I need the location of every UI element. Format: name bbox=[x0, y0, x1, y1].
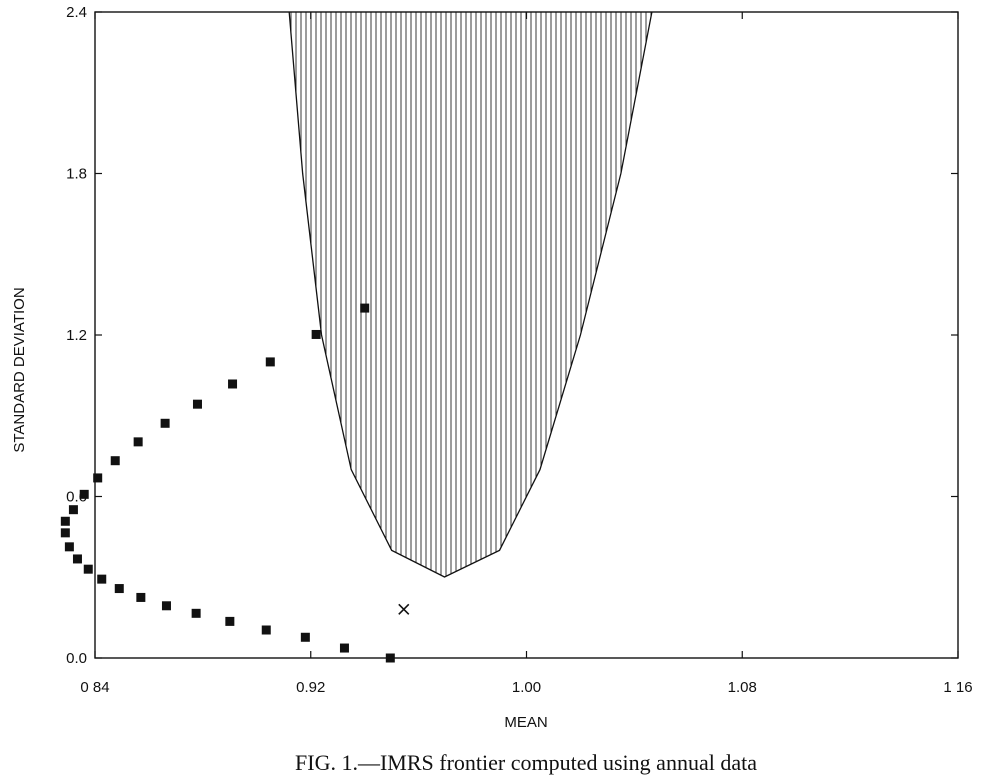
data-point-square bbox=[228, 379, 238, 389]
frontier-shaded-region bbox=[289, 12, 652, 577]
data-point-square bbox=[360, 303, 370, 313]
data-point-square bbox=[161, 601, 171, 611]
data-point-square bbox=[136, 592, 146, 602]
data-point-square bbox=[385, 653, 395, 663]
frontier-curve bbox=[288, 12, 653, 578]
data-point-square bbox=[97, 574, 107, 584]
data-point-square bbox=[225, 616, 235, 626]
x-tick-label: 1.00 bbox=[512, 679, 541, 696]
data-point-square bbox=[72, 554, 82, 564]
y-tick-label: 2.4 bbox=[66, 4, 87, 21]
data-point-square bbox=[60, 528, 70, 538]
y-tick-label: 0.0 bbox=[66, 650, 87, 667]
data-point-square bbox=[110, 456, 120, 466]
data-point-square bbox=[83, 564, 93, 574]
data-point-square bbox=[64, 542, 74, 552]
data-points bbox=[60, 303, 410, 663]
data-point-square bbox=[133, 437, 143, 447]
data-point-x bbox=[398, 603, 410, 615]
y-tick-label: 1.2 bbox=[66, 327, 87, 344]
x-tick-label: 0 84 bbox=[80, 679, 109, 696]
data-point-square bbox=[114, 584, 124, 594]
data-point-square bbox=[68, 505, 78, 515]
data-point-square bbox=[60, 516, 70, 526]
figure-caption: FIG. 1.—IMRS frontier computed using ann… bbox=[295, 750, 757, 775]
x-axis: 0 84 0.92 1.00 1.08 1 16 bbox=[80, 12, 973, 696]
data-point-square bbox=[339, 643, 349, 653]
x-tick-label: 0.92 bbox=[296, 679, 325, 696]
data-point-square bbox=[79, 489, 89, 499]
x-tick-label: 1.08 bbox=[728, 679, 757, 696]
data-point-square bbox=[261, 625, 271, 635]
y-tick-label: 1.8 bbox=[66, 166, 87, 183]
data-point-square bbox=[93, 473, 103, 483]
y-axis-title: STANDARD DEVIATION bbox=[11, 287, 28, 452]
data-point-square bbox=[300, 632, 310, 642]
data-point-square bbox=[191, 608, 201, 618]
data-point-square bbox=[160, 418, 170, 428]
data-point-square bbox=[311, 329, 321, 339]
data-point-square bbox=[192, 399, 202, 409]
x-axis-title: MEAN bbox=[504, 714, 547, 731]
y-axis: 0.00.61.21.82.4 bbox=[66, 4, 958, 667]
x-marker-stroke bbox=[398, 603, 410, 615]
data-point-square bbox=[265, 357, 275, 367]
x-tick-label: 1 16 bbox=[943, 679, 972, 696]
